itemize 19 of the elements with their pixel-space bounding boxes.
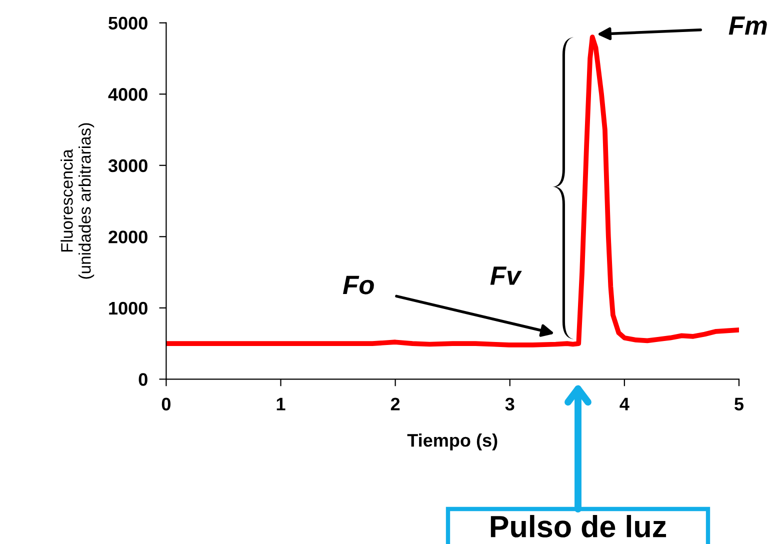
x-tick-label: 5 — [734, 398, 744, 410]
y-tick-label: 5000 — [108, 16, 148, 30]
annotation: Fm — [728, 16, 767, 35]
y-tick-label: 4000 — [108, 88, 148, 101]
y-axis-title: Fluorescencia (unidades arbitrarias) — [60, 123, 94, 279]
line-series — [166, 34, 739, 348]
y-tick-label: 0 — [138, 373, 148, 386]
y-tick-label: 1000 — [109, 302, 148, 315]
text: Pulso de luz — [490, 514, 666, 538]
annotation: Fv — [490, 266, 522, 285]
annotation: Fo — [343, 276, 374, 294]
x-tick-label: 4 — [620, 398, 630, 410]
y-tick-label: 3000 — [108, 159, 148, 172]
x-axis-title: Tiempo (s) — [407, 434, 498, 450]
x-tick-label: 3 — [505, 398, 514, 411]
x-tick-label: 2 — [390, 398, 400, 410]
y-tick-label: 2000 — [108, 230, 148, 244]
x-tick-label: 0 — [162, 398, 170, 410]
x-tick-label: 1 — [276, 398, 286, 410]
